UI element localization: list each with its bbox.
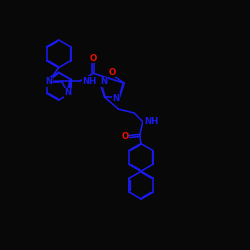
Text: N: N [45, 77, 52, 86]
Text: O: O [90, 54, 97, 63]
Text: N: N [100, 78, 107, 86]
Text: O: O [121, 132, 128, 141]
Text: NH: NH [82, 77, 97, 86]
Text: NH: NH [144, 117, 158, 126]
Text: N: N [64, 88, 71, 97]
Text: N: N [113, 94, 120, 103]
Text: O: O [108, 68, 116, 76]
